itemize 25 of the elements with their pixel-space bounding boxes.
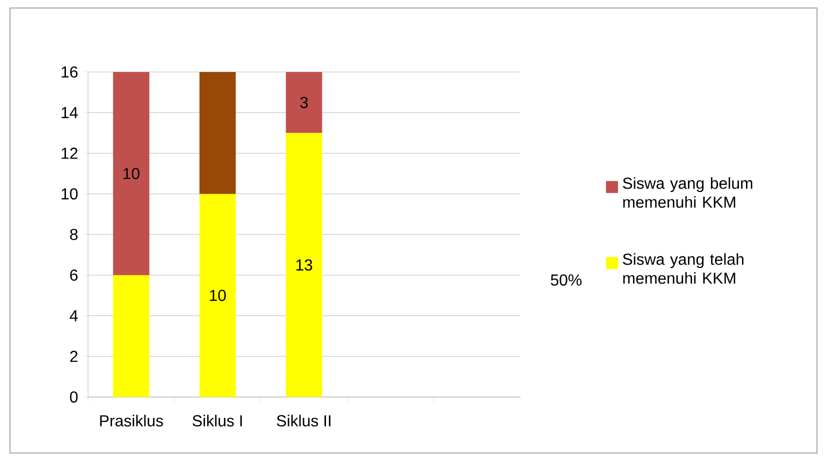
legend-label: Siswa yang belum memenuhi KKM: [622, 177, 752, 208]
bar: [199, 72, 236, 194]
x-tick-label: Prasiklus: [100, 414, 163, 426]
y-tick-label: 10: [62, 188, 78, 200]
data-label: 13: [296, 259, 312, 271]
y-tick-label: 6: [70, 269, 78, 281]
y-tick-label: 2: [70, 350, 78, 362]
bar: [113, 72, 150, 276]
y-tick-label: 8: [70, 228, 78, 240]
data-label: 10: [210, 290, 226, 302]
bar: [199, 194, 236, 397]
legend-label: Siswa yang telah memenuhi KKM: [622, 253, 744, 284]
x-tick-label: Siklus II: [276, 414, 330, 426]
y-tick-label: 12: [62, 148, 78, 159]
x-tick-label: Siklus I: [192, 414, 242, 426]
y-tick-label: 0: [70, 391, 78, 403]
data-label: 10: [124, 168, 140, 180]
text: 50%: [550, 274, 582, 286]
y-tick-label: 4: [70, 310, 78, 322]
bar: [286, 72, 322, 133]
y-tick-label: 14: [62, 107, 78, 118]
y-tick-label: 16: [62, 66, 78, 78]
bar: [113, 275, 150, 397]
data-label: 3: [300, 96, 308, 108]
bar: [286, 132, 322, 397]
